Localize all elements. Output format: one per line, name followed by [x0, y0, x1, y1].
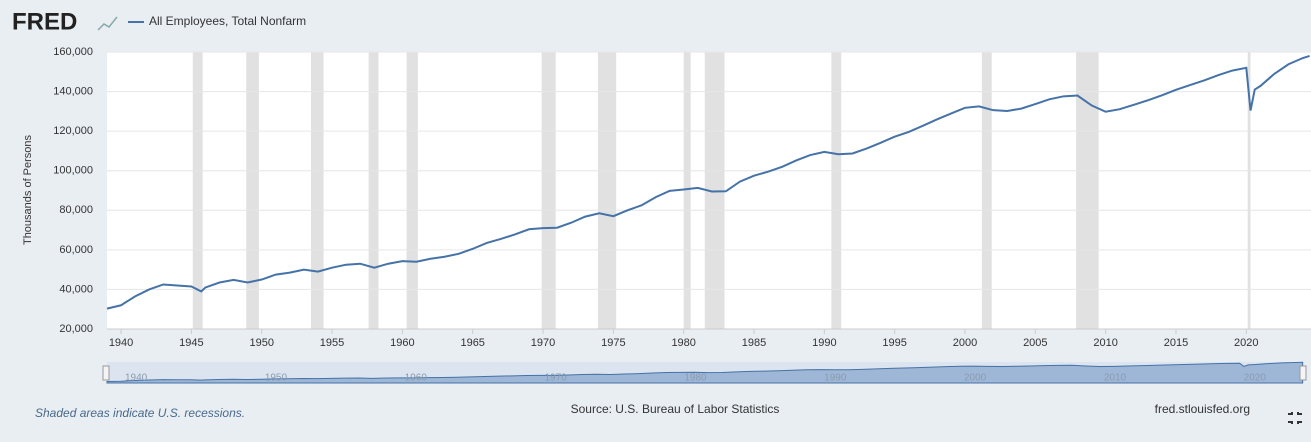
recession-band — [406, 52, 418, 329]
y-tick-label: 40,000 — [59, 283, 93, 295]
recession-band — [368, 52, 379, 329]
navigator-label: 1950 — [265, 373, 288, 384]
y-tick-label: 120,000 — [53, 125, 93, 137]
recession-band — [1247, 52, 1251, 329]
plot-layer: 20,000 40,000 60,000 80,000 100,000 120,000 14… — [53, 46, 1311, 349]
recession-band — [541, 52, 556, 329]
recession-band — [683, 52, 691, 329]
navigator-label: 1980 — [684, 373, 707, 384]
recession-band — [831, 52, 842, 329]
navigator-label: 1940 — [125, 373, 148, 384]
x-tick-label: 2005 — [1023, 337, 1047, 349]
legend-entry[interactable]: All Employees, Total Nonfarm — [149, 14, 306, 28]
fullscreen-icon[interactable] — [1288, 412, 1302, 424]
recession-band — [192, 52, 203, 329]
navigator-label: 1990 — [824, 373, 847, 384]
recession-band — [981, 52, 992, 329]
navigator-handle[interactable] — [1299, 365, 1307, 381]
x-tick-label: 1970 — [531, 337, 555, 349]
navigator-label: 1960 — [405, 373, 428, 384]
link[interactable]: fred.stlouisfed.org — [1155, 402, 1250, 416]
navigator-label: 1970 — [544, 373, 567, 384]
y-tick-label: 60,000 — [59, 244, 93, 256]
x-tick-label: 2020 — [1234, 337, 1258, 349]
x-tick-label: 1985 — [742, 337, 766, 349]
x-tick-label: 2015 — [1164, 337, 1188, 349]
source: Source: U.S. Bureau of Labor Statistics — [571, 402, 780, 416]
y-tick-label: 140,000 — [53, 85, 93, 97]
navigator-label: 2000 — [964, 373, 987, 384]
navigator-label: 2010 — [1104, 373, 1127, 384]
recession-band — [597, 52, 617, 329]
y-tick-label: 80,000 — [59, 204, 93, 216]
logo-icon — [97, 16, 118, 31]
x-tick-label: 1945 — [179, 337, 203, 349]
y-tick-label: 100,000 — [53, 165, 93, 177]
x-tick-label: 2000 — [953, 337, 977, 349]
x-tick-label: 1980 — [671, 337, 695, 349]
recession-band — [310, 52, 324, 329]
navigator-layer: 1940 1950 1960 1970 1980 1990 2000 2010 2020 — [106, 361, 1304, 384]
x-tick-label: 1950 — [249, 337, 273, 349]
x-tick-label: 1990 — [812, 337, 836, 349]
x-tick-label: 1965 — [460, 337, 484, 349]
x-tick-label: 1995 — [882, 337, 906, 349]
y-tick-label: 20,000 — [59, 323, 93, 335]
series-line — [106, 55, 1310, 310]
navigator-handle[interactable] — [102, 365, 110, 381]
y-tick-label: 160,000 — [53, 46, 93, 58]
x-tick-label: 1940 — [109, 337, 133, 349]
x-tick-label: 1955 — [320, 337, 344, 349]
y-axis-label: Thousands of Persons — [22, 134, 34, 245]
navigator-area — [106, 361, 1304, 384]
recession-note: Shaded areas indicate U.S. recessions. — [35, 406, 245, 420]
logo[interactable]: FRED — [12, 8, 77, 35]
x-tick-label: 1975 — [601, 337, 625, 349]
recession-band — [246, 52, 259, 329]
recession-band — [1076, 52, 1099, 329]
x-tick-label: 1960 — [390, 337, 414, 349]
navigator-label: 2020 — [1244, 373, 1267, 384]
x-tick-label: 2010 — [1093, 337, 1117, 349]
